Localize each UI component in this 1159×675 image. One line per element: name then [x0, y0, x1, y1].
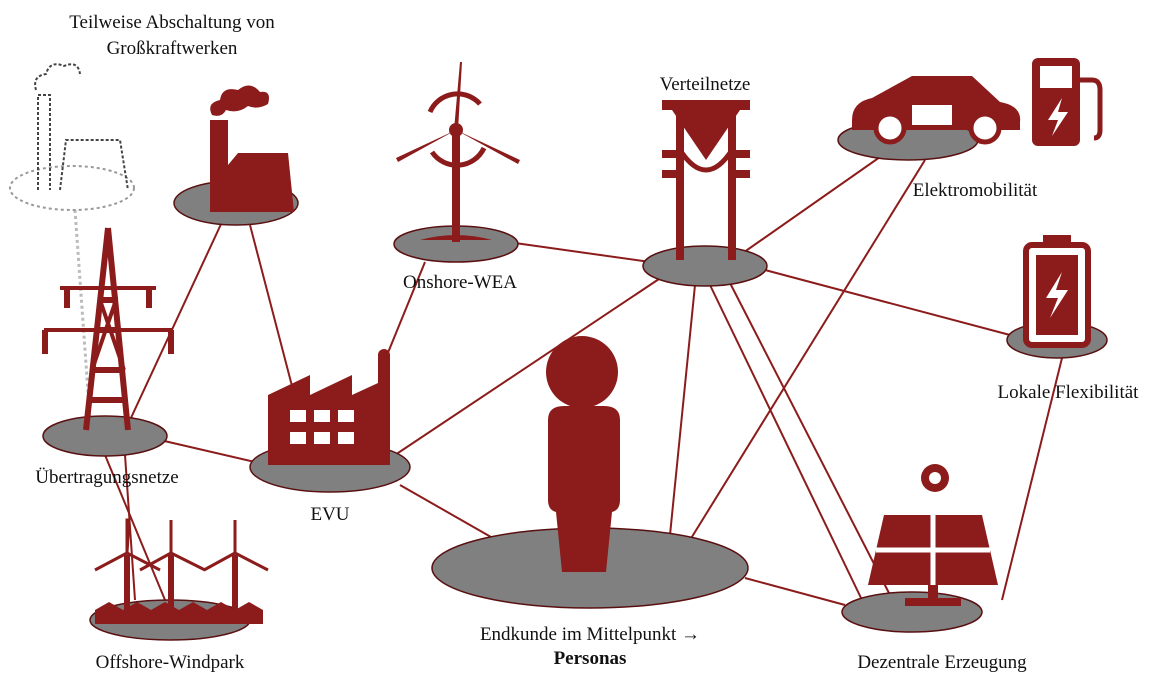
- node-label: Endkunde im Mittelpunkt →: [480, 624, 700, 645]
- node-label: Lokale Flexibilität: [998, 382, 1140, 403]
- node-label: Verteilnetze: [660, 74, 751, 95]
- node-label: Teilweise Abschaltung von: [69, 12, 275, 33]
- node-label: EVU: [310, 504, 349, 525]
- node-label: Dezentrale Erzeugung: [857, 652, 1027, 673]
- node-label: Onshore-WEA: [403, 272, 517, 293]
- node-label: Elektromobilität: [913, 180, 1038, 201]
- diagram: Teilweise Abschaltung von Großkraftwerke…: [0, 0, 1159, 675]
- node-label: Übertragungsnetze: [35, 467, 179, 488]
- node-label: Personas: [554, 648, 627, 669]
- node-label: Großkraftwerken: [107, 38, 238, 59]
- node-label: Offshore-Windpark: [96, 652, 245, 673]
